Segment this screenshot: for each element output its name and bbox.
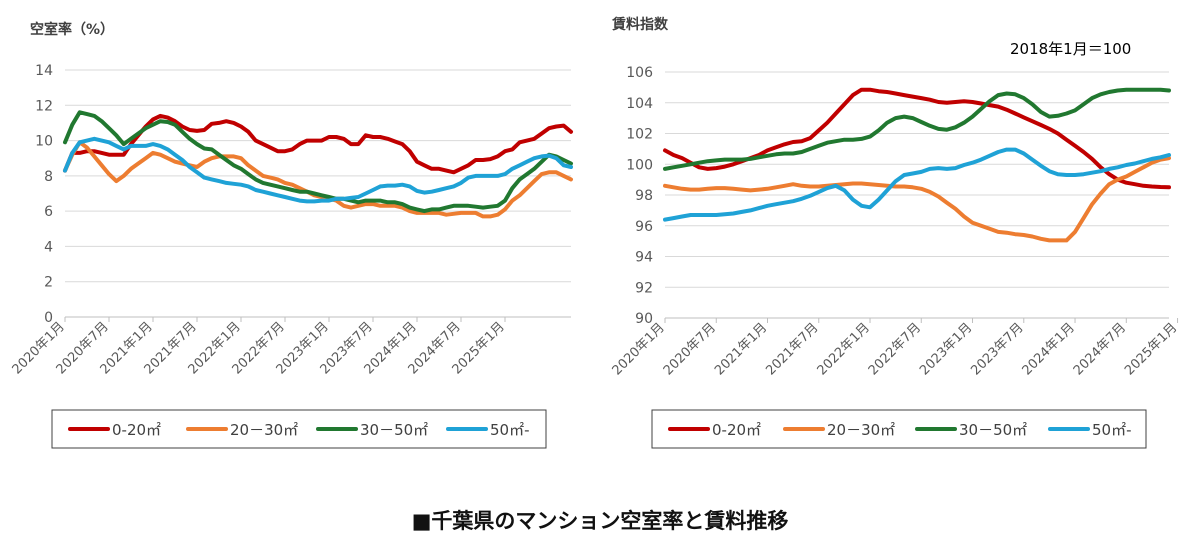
series-line-50-	[63, 136, 573, 204]
x-tick-label: 2023年7月	[968, 320, 1026, 378]
y-tick-label: 96	[635, 219, 653, 235]
y-tick-label: 8	[44, 169, 53, 185]
x-tick-label: 2025年1月	[1122, 320, 1180, 378]
y-tick-label: 12	[35, 98, 53, 114]
legend-label-20-30: 20－30㎡	[230, 421, 298, 439]
y-tick-label: 4	[44, 239, 53, 255]
y-tick-label: 98	[635, 188, 653, 204]
x-tick-label: 2022年7月	[866, 320, 924, 378]
vacancy-legend-box	[51, 409, 547, 449]
x-tick-label: 2022年1月	[815, 320, 873, 378]
legend-label-20-30: 20－30㎡	[827, 421, 895, 439]
figure-caption: ■千葉県のマンション空室率と賃料推移	[412, 509, 789, 533]
x-tick-label: 2020年7月	[661, 320, 719, 378]
x-tick-label: 2021年7月	[763, 320, 821, 378]
y-tick-label: 2	[44, 275, 53, 291]
rent-legend-box	[651, 409, 1147, 449]
y-tick-label: 104	[626, 96, 653, 112]
x-tick-label: 2024年1月	[1020, 320, 1078, 378]
x-tick-label: 2021年1月	[712, 320, 770, 378]
legend-label-0-20: 0-20㎡	[712, 421, 761, 439]
x-tick-label: 2023年1月	[917, 320, 975, 378]
legend-label-0-20: 0-20㎡	[112, 421, 161, 439]
rent-index-axis-title: 賃料指数	[611, 16, 669, 33]
legend-label-30-50: 30－50㎡	[959, 421, 1027, 439]
x-tick-label: 2020年1月	[610, 320, 668, 378]
y-tick-label: 92	[635, 280, 653, 296]
legend-label-50-: 50㎡-	[490, 421, 530, 439]
series-line-30-50	[63, 110, 573, 214]
rent-index-chart: 賃料指数 2018年1月＝100 9092949698100102104106 …	[610, 16, 1180, 449]
vacancy-rate-axis-title: 空室率（%）	[30, 21, 114, 38]
y-tick-label: 14	[35, 63, 53, 79]
y-tick-label: 90	[635, 311, 653, 327]
series-line-0-20	[63, 113, 573, 175]
y-tick-label: 10	[35, 134, 53, 150]
y-tick-label: 102	[626, 127, 653, 143]
series-line-50-	[663, 147, 1171, 222]
rent-index-base-note: 2018年1月＝100	[1010, 40, 1131, 58]
legend-label-30-50: 30－50㎡	[360, 421, 428, 439]
series-line-30-50	[663, 87, 1171, 171]
y-tick-label: 0	[44, 310, 53, 326]
y-tick-label: 94	[635, 250, 653, 266]
y-tick-label: 6	[44, 204, 53, 220]
y-tick-label: 106	[626, 65, 653, 81]
legend-label-50-: 50㎡-	[1092, 421, 1132, 439]
x-tick-label: 2024年7月	[1071, 320, 1129, 378]
y-tick-label: 100	[626, 157, 653, 173]
series-line-20-30	[663, 156, 1171, 243]
